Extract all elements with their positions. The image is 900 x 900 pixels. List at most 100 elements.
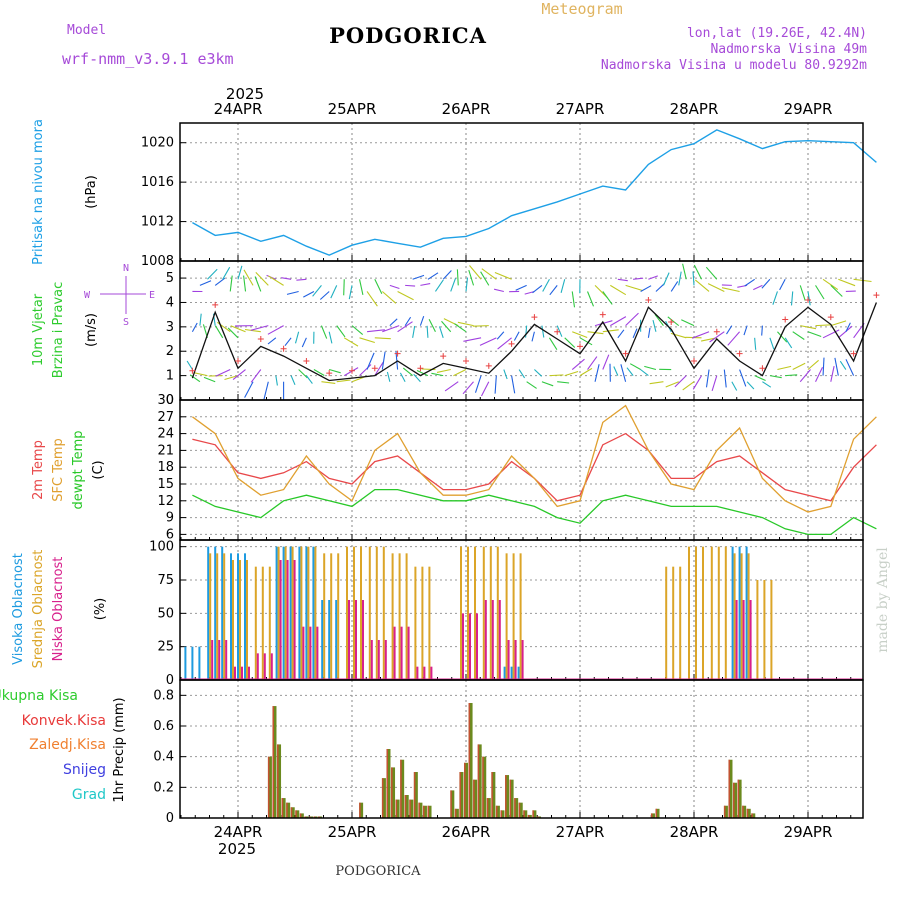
cloud-mid-bar: [323, 553, 326, 680]
wind-arrow: [254, 276, 262, 292]
wind-arrow: [625, 312, 639, 327]
wind-arrow: [532, 284, 543, 294]
precip-conv-bar: [295, 810, 297, 818]
cloud-mid-bar: [747, 553, 750, 680]
wind-arrow: [412, 325, 416, 338]
wind-arrow: [548, 337, 558, 350]
wind-arrow: [374, 361, 384, 376]
wind-arrow: [243, 269, 254, 286]
y-tick-label: 0.6: [153, 719, 174, 734]
wind-arrow: [602, 354, 610, 370]
wind-arrow: [303, 290, 315, 298]
wind-arrow: [336, 379, 351, 383]
precip-bar: [422, 805, 427, 818]
coords-text: lon,lat (19.26E, 42.4N): [687, 26, 867, 41]
cloud-mid-bar: [405, 553, 408, 680]
cloud-high-bar: [335, 600, 338, 680]
wind-arrow: [693, 264, 703, 280]
y-tick-label: 30: [157, 393, 174, 408]
precip-bar: [505, 775, 510, 818]
wind-arrow: [822, 278, 839, 291]
wind-arrow: [438, 326, 444, 338]
cloud-low-bar: [400, 626, 403, 680]
wind-arrow: [754, 375, 766, 382]
wind-arrow: [620, 364, 627, 382]
precip-bar: [650, 813, 655, 818]
cloud-low-bar: [293, 560, 296, 680]
wind-arrow: [587, 291, 595, 307]
cloud-mid-bar: [665, 566, 668, 680]
cloud-mid-bar: [672, 566, 675, 680]
wind-arrow: [359, 364, 372, 377]
precip-bar: [523, 810, 528, 818]
wind-arrow: [450, 278, 457, 292]
precip-bar: [728, 759, 733, 818]
precip-bar: [313, 816, 318, 818]
precip-bar: [418, 802, 423, 818]
wind-gust-marker: [280, 345, 287, 352]
wind-arrow: [629, 363, 641, 370]
wind-arrow: [244, 381, 254, 398]
wind-gust-marker: [189, 367, 196, 374]
wind-arrow: [549, 285, 558, 296]
wind-gust-marker: [577, 343, 583, 350]
wind-arrow: [442, 270, 452, 280]
precip-bar: [477, 744, 482, 818]
precip-conv-bar: [486, 798, 489, 818]
wind-compass: W S E N: [84, 263, 155, 328]
cloud-mid-bar: [763, 580, 766, 680]
model-name: wrf-nmm_v3.9.1 e3km: [62, 50, 234, 68]
cloud-high-bar: [321, 600, 324, 680]
precip-conv-bar: [413, 772, 416, 818]
precip-conv-bar: [299, 813, 302, 818]
y-tick-label: 0.8: [153, 688, 174, 703]
cloud-high-label: Visoka Oblacnost: [11, 553, 26, 665]
precip-bar: [459, 772, 464, 818]
wind-arrow: [267, 337, 277, 345]
wind-arrow: [665, 381, 679, 388]
cloud-mid-bar: [695, 546, 697, 680]
wind-arrow: [617, 278, 628, 282]
precip-bar: [454, 808, 459, 818]
precip-bar: [404, 795, 409, 818]
compass-west: W: [84, 290, 91, 301]
y-tick-label: 1016: [141, 175, 174, 190]
cloud-mid-bar: [474, 546, 476, 680]
wind-arrow: [348, 285, 353, 300]
wind-gust-marker: [371, 365, 378, 372]
cloud-mid-bar: [460, 546, 462, 680]
cloud-mid-bar: [246, 560, 248, 680]
cloud-mid-bar: [330, 553, 333, 680]
wind-arrow: [294, 331, 300, 344]
cloud-low-bar: [742, 600, 745, 680]
wind-speed-line: [191, 302, 878, 382]
wind-arrow: [779, 279, 786, 291]
panel-frame: [179, 122, 864, 262]
wind-arrow: [556, 325, 563, 337]
wind-arrow: [313, 369, 325, 376]
cloud-mid-bar: [733, 553, 736, 680]
cloud-mid-bar: [702, 546, 704, 680]
precip-conv-bar: [277, 744, 279, 818]
wind-arrow: [692, 271, 695, 286]
precip-conv-bar: [359, 802, 361, 818]
wind-arrow: [807, 331, 822, 338]
cloud-mid-bar: [268, 566, 271, 680]
wind-arrow: [428, 318, 436, 332]
wind-arrow: [727, 331, 741, 346]
bottom-date-label: 27APR: [556, 823, 605, 841]
precip-bar: [318, 816, 323, 818]
temp-sfc-label: SFC Temp: [51, 438, 66, 502]
wind-arrow: [564, 337, 576, 348]
wind-arrow: [389, 318, 398, 327]
wind-gust-marker: [417, 365, 424, 372]
wind-arrow: [845, 359, 855, 376]
compass-south: S: [123, 317, 129, 328]
wind-arrow: [222, 266, 231, 280]
wind-arrow: [229, 275, 233, 292]
wind-arrow: [746, 381, 755, 390]
panel-frame: [179, 679, 864, 819]
precip-bar: [286, 802, 291, 818]
cloud-high-bar: [230, 553, 232, 680]
wind-arrow: [705, 266, 718, 280]
